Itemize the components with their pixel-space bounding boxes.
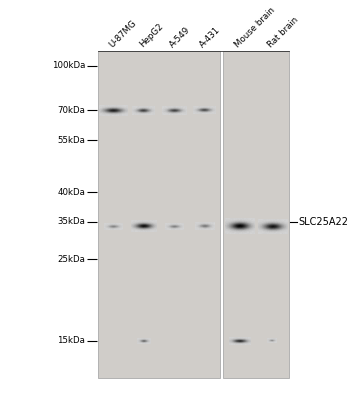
Text: 40kDa: 40kDa xyxy=(57,188,85,197)
Text: Rat brain: Rat brain xyxy=(266,15,300,49)
Bar xyxy=(223,51,289,378)
Text: A-431: A-431 xyxy=(198,25,223,49)
Text: SLC25A22: SLC25A22 xyxy=(299,217,349,227)
Text: 70kDa: 70kDa xyxy=(57,106,85,115)
Text: 25kDa: 25kDa xyxy=(57,255,85,264)
Text: 15kDa: 15kDa xyxy=(57,336,85,346)
Text: HepG2: HepG2 xyxy=(137,22,165,49)
Text: Mouse brain: Mouse brain xyxy=(233,5,277,49)
Text: A-549: A-549 xyxy=(168,25,192,49)
Bar xyxy=(98,51,220,378)
Text: 35kDa: 35kDa xyxy=(57,218,85,226)
Text: 55kDa: 55kDa xyxy=(57,136,85,145)
Text: 100kDa: 100kDa xyxy=(52,61,85,70)
Text: U-87MG: U-87MG xyxy=(107,18,138,49)
